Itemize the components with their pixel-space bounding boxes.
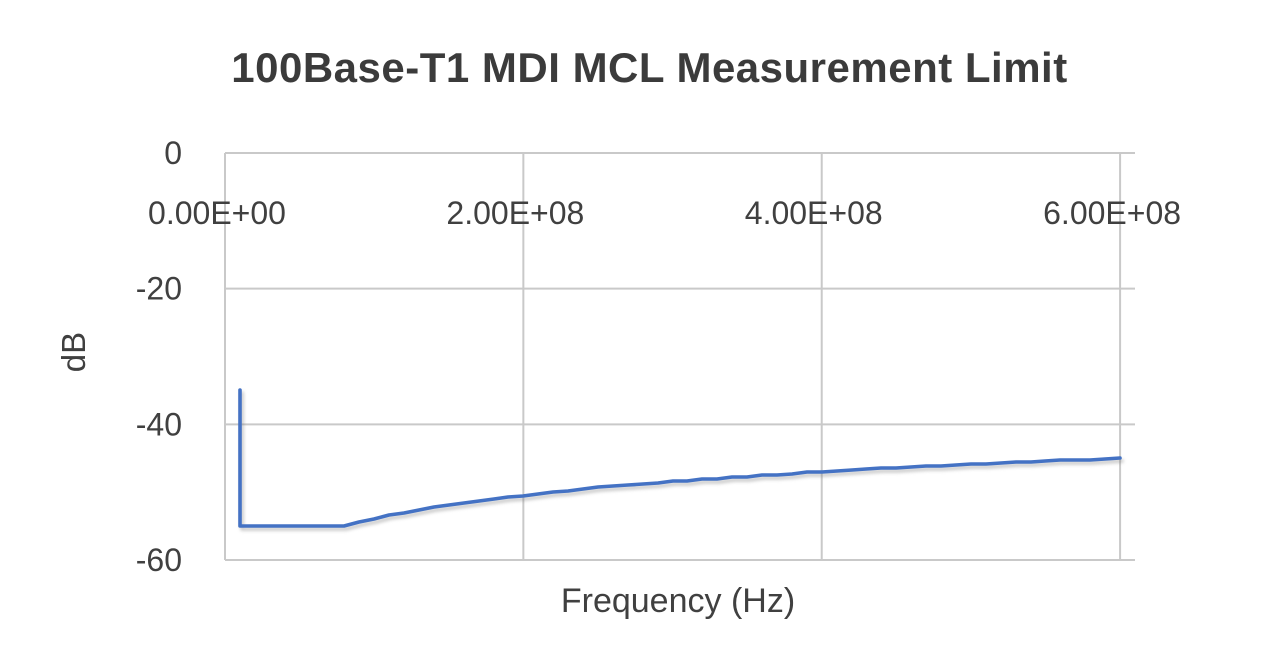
- y-axis-tick-label: -20: [136, 271, 182, 307]
- y-axis-title: dB: [55, 332, 92, 372]
- x-axis-title: Frequency (Hz): [561, 582, 795, 620]
- y-axis-tick-label: -40: [136, 406, 182, 442]
- x-axis-tick-label: 4.00E+08: [745, 195, 883, 231]
- x-axis-tick-label: 0.00E+00: [148, 195, 286, 231]
- x-axis-tick-label: 2.00E+08: [446, 195, 584, 231]
- chart-title: 100Base-T1 MDI MCL Measurement Limit: [231, 44, 1068, 91]
- mcl-limit-line: [238, 388, 1122, 528]
- x-axis-tick-label: 6.00E+08: [1043, 195, 1181, 231]
- y-axis-tick-label: -60: [136, 542, 182, 578]
- y-axis-tick-label: 0: [164, 135, 182, 171]
